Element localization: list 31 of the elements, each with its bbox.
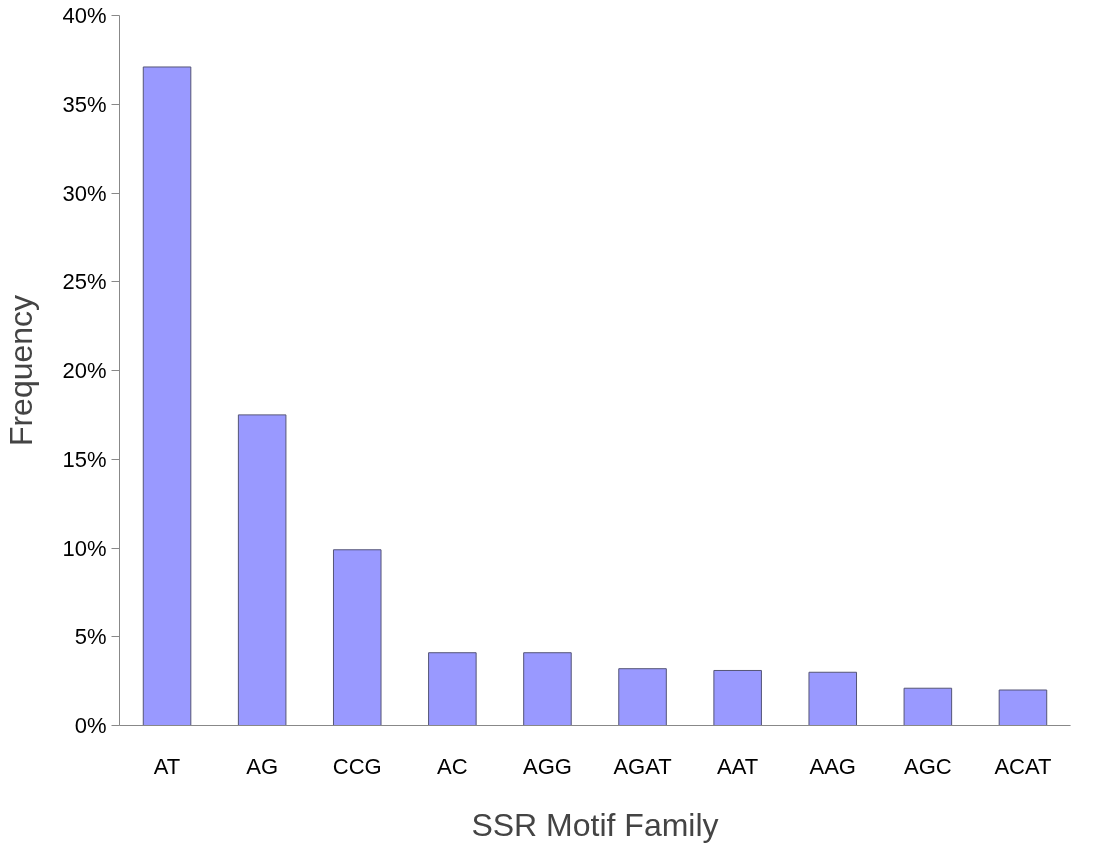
bar [142,66,192,726]
x-tick-label: ACAT [994,753,1052,779]
y-tick-label: 25% [62,269,107,295]
y-tick-label: 15% [62,446,107,472]
bar [237,414,287,726]
bar [903,687,953,726]
x-tick-label: AAT [717,753,759,779]
y-tick-label: 35% [62,91,107,117]
y-tick-label: 30% [62,180,107,206]
bar [618,668,667,726]
bar [998,689,1048,726]
x-tick-label: CCG [332,753,382,779]
bar [713,669,762,726]
x-tick-label: AGC [904,753,952,779]
y-tick-label: 5% [74,624,107,650]
x-tick-label: AT [153,753,181,779]
x-tick-label: AC [437,753,468,779]
bar [523,652,572,726]
x-tick-label: AAG [809,753,856,779]
bar [428,652,477,726]
x-tick-label: AG [246,753,279,779]
x-tick-label: AGAT [613,753,672,779]
x-tick-label: AGG [523,753,572,779]
x-axis-title: SSR Motif Family [471,806,719,843]
bar [808,671,858,726]
y-tick-label: 10% [62,535,107,561]
y-tick-label: 40% [62,3,107,28]
y-axis-title: Frequency [3,294,40,447]
y-tick-label: 0% [74,713,107,738]
y-tick-label: 20% [62,358,107,383]
bar [332,549,382,726]
